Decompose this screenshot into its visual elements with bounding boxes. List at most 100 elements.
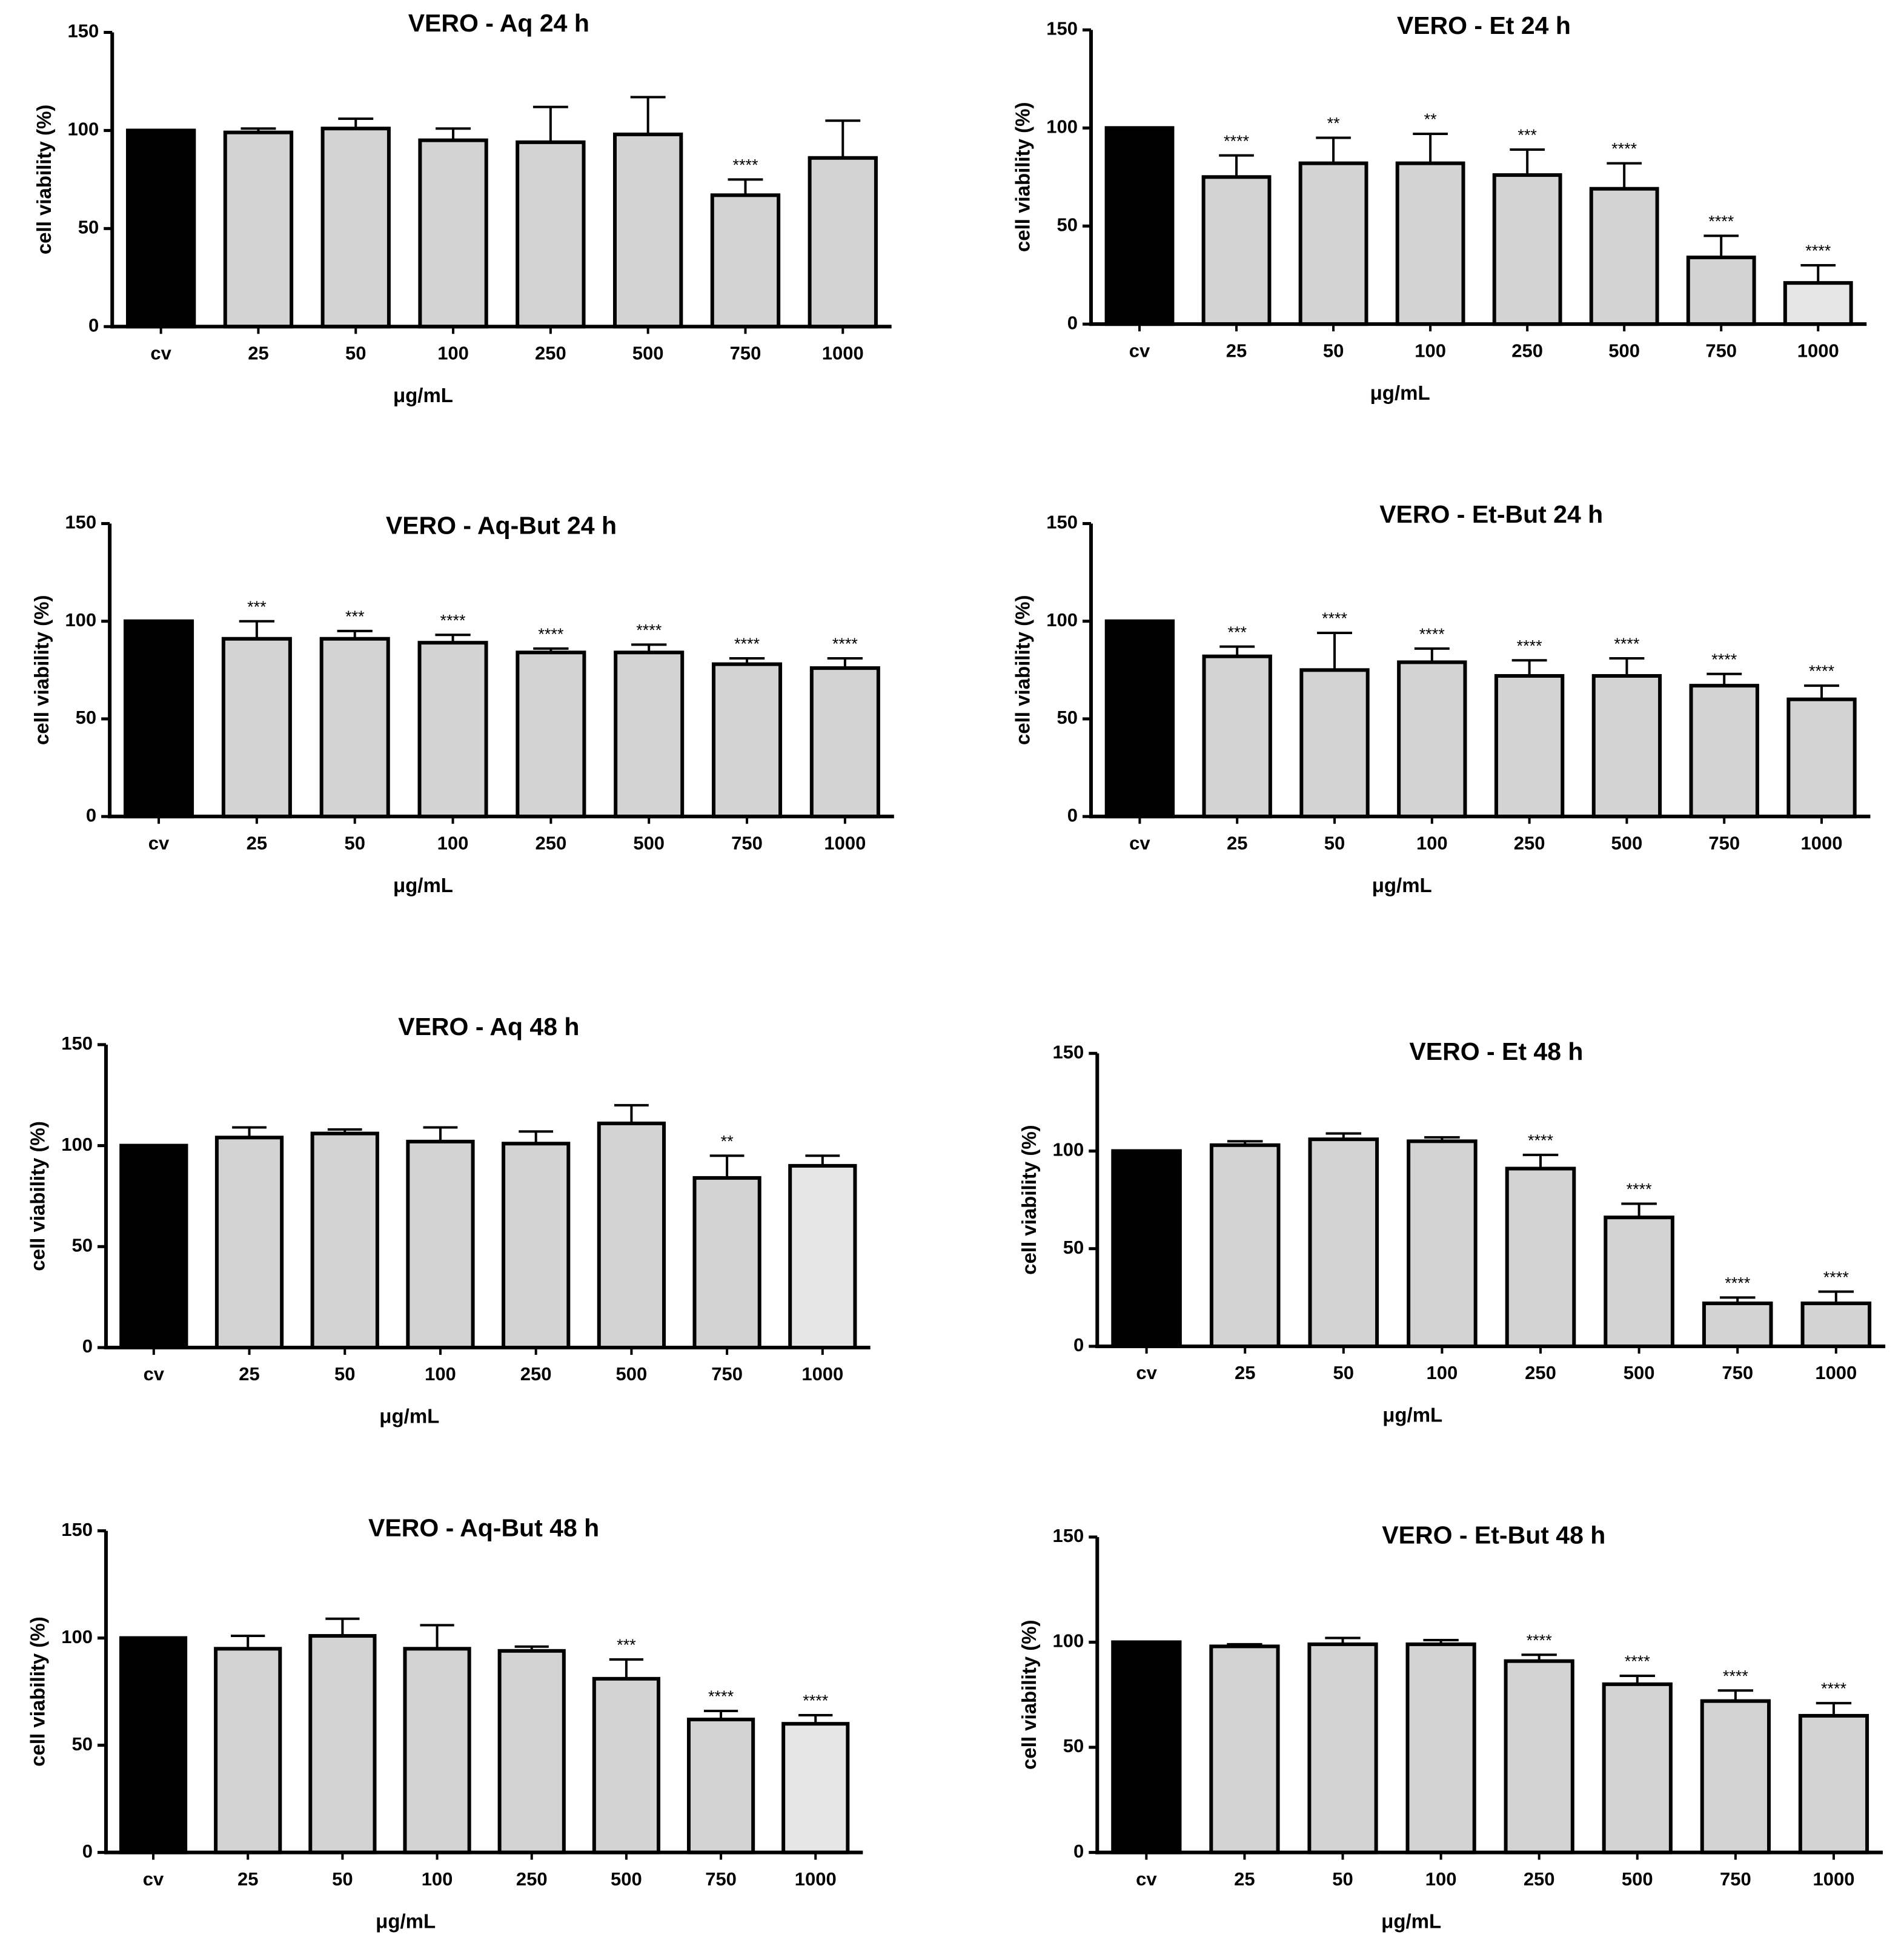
y-tick-label: 100 [1053,1139,1084,1160]
y-tick-label: 50 [71,1234,92,1256]
y-tick-label: 0 [86,804,96,825]
bar [310,1131,379,1350]
y-tick-label: 50 [1057,214,1078,235]
y-axis-label: cell viability (%) [1018,1619,1040,1770]
bar [1104,619,1175,819]
x-tick-label: 250 [516,1868,548,1890]
bar [516,140,586,329]
significance-label: **** [1723,1667,1749,1685]
x-tick-label: cv [143,1868,164,1890]
x-tick-label: 1000 [1797,340,1839,361]
x-tick-label: 750 [1708,832,1740,853]
panel: VERO - Et-But 24 h μg/mL cell viability (%… [1012,500,1871,896]
y-tick-label: 150 [61,1519,93,1540]
bar [614,650,685,819]
bar [710,193,781,329]
x-tick-label: 100 [1425,1868,1457,1890]
bar [809,666,880,819]
bar [319,637,390,819]
panel: VERO - Aq-But 24 h μg/mL cell viability (%… [30,511,894,896]
y-tick-label: 150 [61,1033,93,1054]
x-tick-label: 50 [1332,1868,1353,1890]
x-tick-label: cv [150,342,171,363]
y-tick-label: 0 [1073,1334,1084,1355]
y-axis-label: cell viability (%) [33,105,55,255]
y-tick-label: 100 [1046,116,1078,137]
x-tick-label: 100 [1416,832,1448,853]
x-tick-label: 250 [1511,340,1543,361]
chart-title: VERO - Aq-But 48 h [368,1514,599,1541]
y-tick-label: 100 [61,1626,93,1647]
x-axis-label: μg/mL [1370,382,1430,404]
x-tick-label: 100 [425,1363,456,1385]
significance-label: **** [1419,625,1445,643]
bar [597,1121,666,1350]
y-tick-label: 150 [65,512,96,533]
x-tick-label: 250 [1514,832,1545,853]
y-tick-label: 50 [1057,707,1078,728]
bar [1307,1642,1378,1854]
x-tick-label: 100 [437,832,469,853]
x-tick-label: 50 [332,1868,353,1890]
bar [124,619,194,819]
y-tick-label: 50 [1063,1237,1084,1258]
bar [320,127,391,329]
significance-label: **** [1611,140,1637,158]
bar [403,1647,471,1854]
significance-label: **** [1224,132,1250,150]
x-tick-label: cv [1136,1868,1157,1890]
x-tick-label: cv [1136,1362,1157,1383]
bar [223,130,294,329]
bar [1505,1166,1576,1348]
significance-label: ** [1424,110,1438,128]
bar [592,1676,661,1854]
bar [214,1647,282,1854]
x-tick-label: 25 [1234,1868,1255,1890]
bar [1201,175,1272,326]
chart-title: VERO - Aq 24 h [408,9,589,37]
bar [1104,126,1175,326]
bar [1111,1640,1182,1854]
significance-label: **** [732,156,758,174]
significance-label: **** [1517,637,1543,655]
x-tick-label: 25 [1227,832,1247,853]
x-tick-label: 1000 [801,1363,843,1385]
x-tick-label: 1000 [795,1868,837,1890]
x-axis-label: μg/mL [1381,1910,1441,1932]
x-tick-label: 100 [422,1868,453,1890]
significance-label: **** [1614,635,1640,653]
y-axis-label: cell viability (%) [1012,102,1034,252]
bar [1798,1713,1869,1854]
panel: VERO - Aq 24 h μg/mL cell viability (%) 0 50… [33,9,892,406]
bar [1783,281,1853,326]
x-tick-label: 50 [334,1363,355,1385]
y-tick-label: 50 [1063,1735,1084,1756]
bar [1686,256,1756,326]
bar [1604,1216,1674,1348]
bar [1602,1682,1673,1854]
bar [1689,684,1759,819]
y-tick-label: 100 [65,609,96,630]
y-tick-label: 50 [76,707,96,728]
significance-label: **** [1528,1131,1554,1150]
y-tick-label: 150 [1053,1525,1084,1546]
significance-label: **** [1711,650,1737,669]
significance-label: ** [1327,114,1341,133]
bar [1202,654,1272,819]
significance-label: **** [1821,1679,1847,1698]
x-tick-label: 750 [731,832,763,853]
bar [1395,161,1465,326]
significance-label: *** [1518,126,1537,144]
x-tick-label: 250 [536,832,567,853]
y-tick-label: 0 [82,1335,93,1357]
bar [418,138,488,329]
bar [308,1634,377,1854]
x-tick-label: 750 [1722,1362,1753,1383]
bar [221,637,292,819]
bar [1591,674,1662,819]
bar [692,1176,761,1350]
y-tick-label: 0 [82,1841,93,1862]
bar [119,1143,188,1350]
y-tick-label: 0 [88,314,99,336]
